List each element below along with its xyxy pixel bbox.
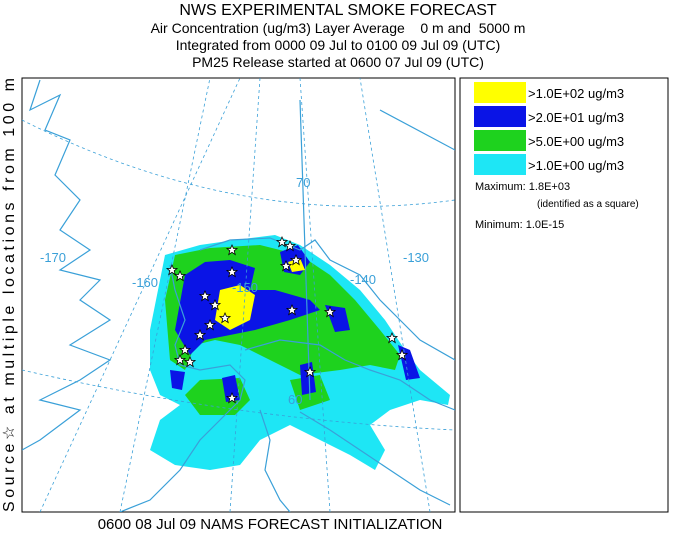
coastline: [199, 237, 455, 361]
legend-label: >2.0E+01 ug/m3: [528, 110, 624, 125]
coastline: [22, 79, 112, 451]
legend: >1.0E+02 ug/m3 >2.0E+01 ug/m3 >5.0E+00 ug/…: [459, 77, 669, 513]
grid-label: -160: [132, 275, 158, 290]
footer: 0600 08 Jul 09 NAMS FORECAST INITIALIZAT…: [98, 516, 443, 532]
coastline: [244, 339, 455, 411]
grid-label: 60: [288, 392, 302, 407]
subtitle: Integrated from 0000 09 Jul to 0100 09 J…: [176, 37, 501, 53]
minimum: Minimum: 1.0E-15: [475, 219, 564, 231]
grid-label: -150: [232, 280, 258, 295]
legend-label: >1.0E+02 ug/m3: [528, 86, 624, 101]
legend-swatch: [474, 82, 526, 103]
subtitle: Air Concentration (ug/m3) Layer Average …: [151, 20, 526, 36]
plume-blue: [170, 245, 420, 402]
grid-label: -170: [40, 250, 66, 265]
grid-label: -140: [350, 272, 376, 287]
coastline: [119, 264, 246, 512]
graticule: [22, 78, 455, 512]
legend-swatch: [474, 106, 526, 127]
legend-label: >5.0E+00 ug/m3: [528, 134, 624, 149]
grid-label: -130: [403, 250, 429, 265]
map: 70 -170 -160 -150 -140 -130 60: [21, 77, 456, 513]
side-label: Source☆ at multiple locations from 100 m: [1, 78, 18, 512]
coastline: [299, 99, 455, 401]
maximum: Maximum: 1.8E+03: [475, 181, 570, 193]
plume-yellow: [215, 258, 305, 330]
coastline: [259, 409, 451, 512]
legend-swatch: [474, 154, 526, 175]
grid-label: 70: [296, 175, 310, 190]
legend-swatch: [474, 130, 526, 151]
subtitle: PM25 Release started at 0600 07 Jul 09 (…: [192, 54, 484, 70]
legend-label: >1.0E+00 ug/m3: [528, 158, 624, 173]
maximum-note: (identified as a square): [537, 199, 639, 210]
title: NWS EXPERIMENTAL SMOKE FORECAST: [179, 2, 497, 19]
